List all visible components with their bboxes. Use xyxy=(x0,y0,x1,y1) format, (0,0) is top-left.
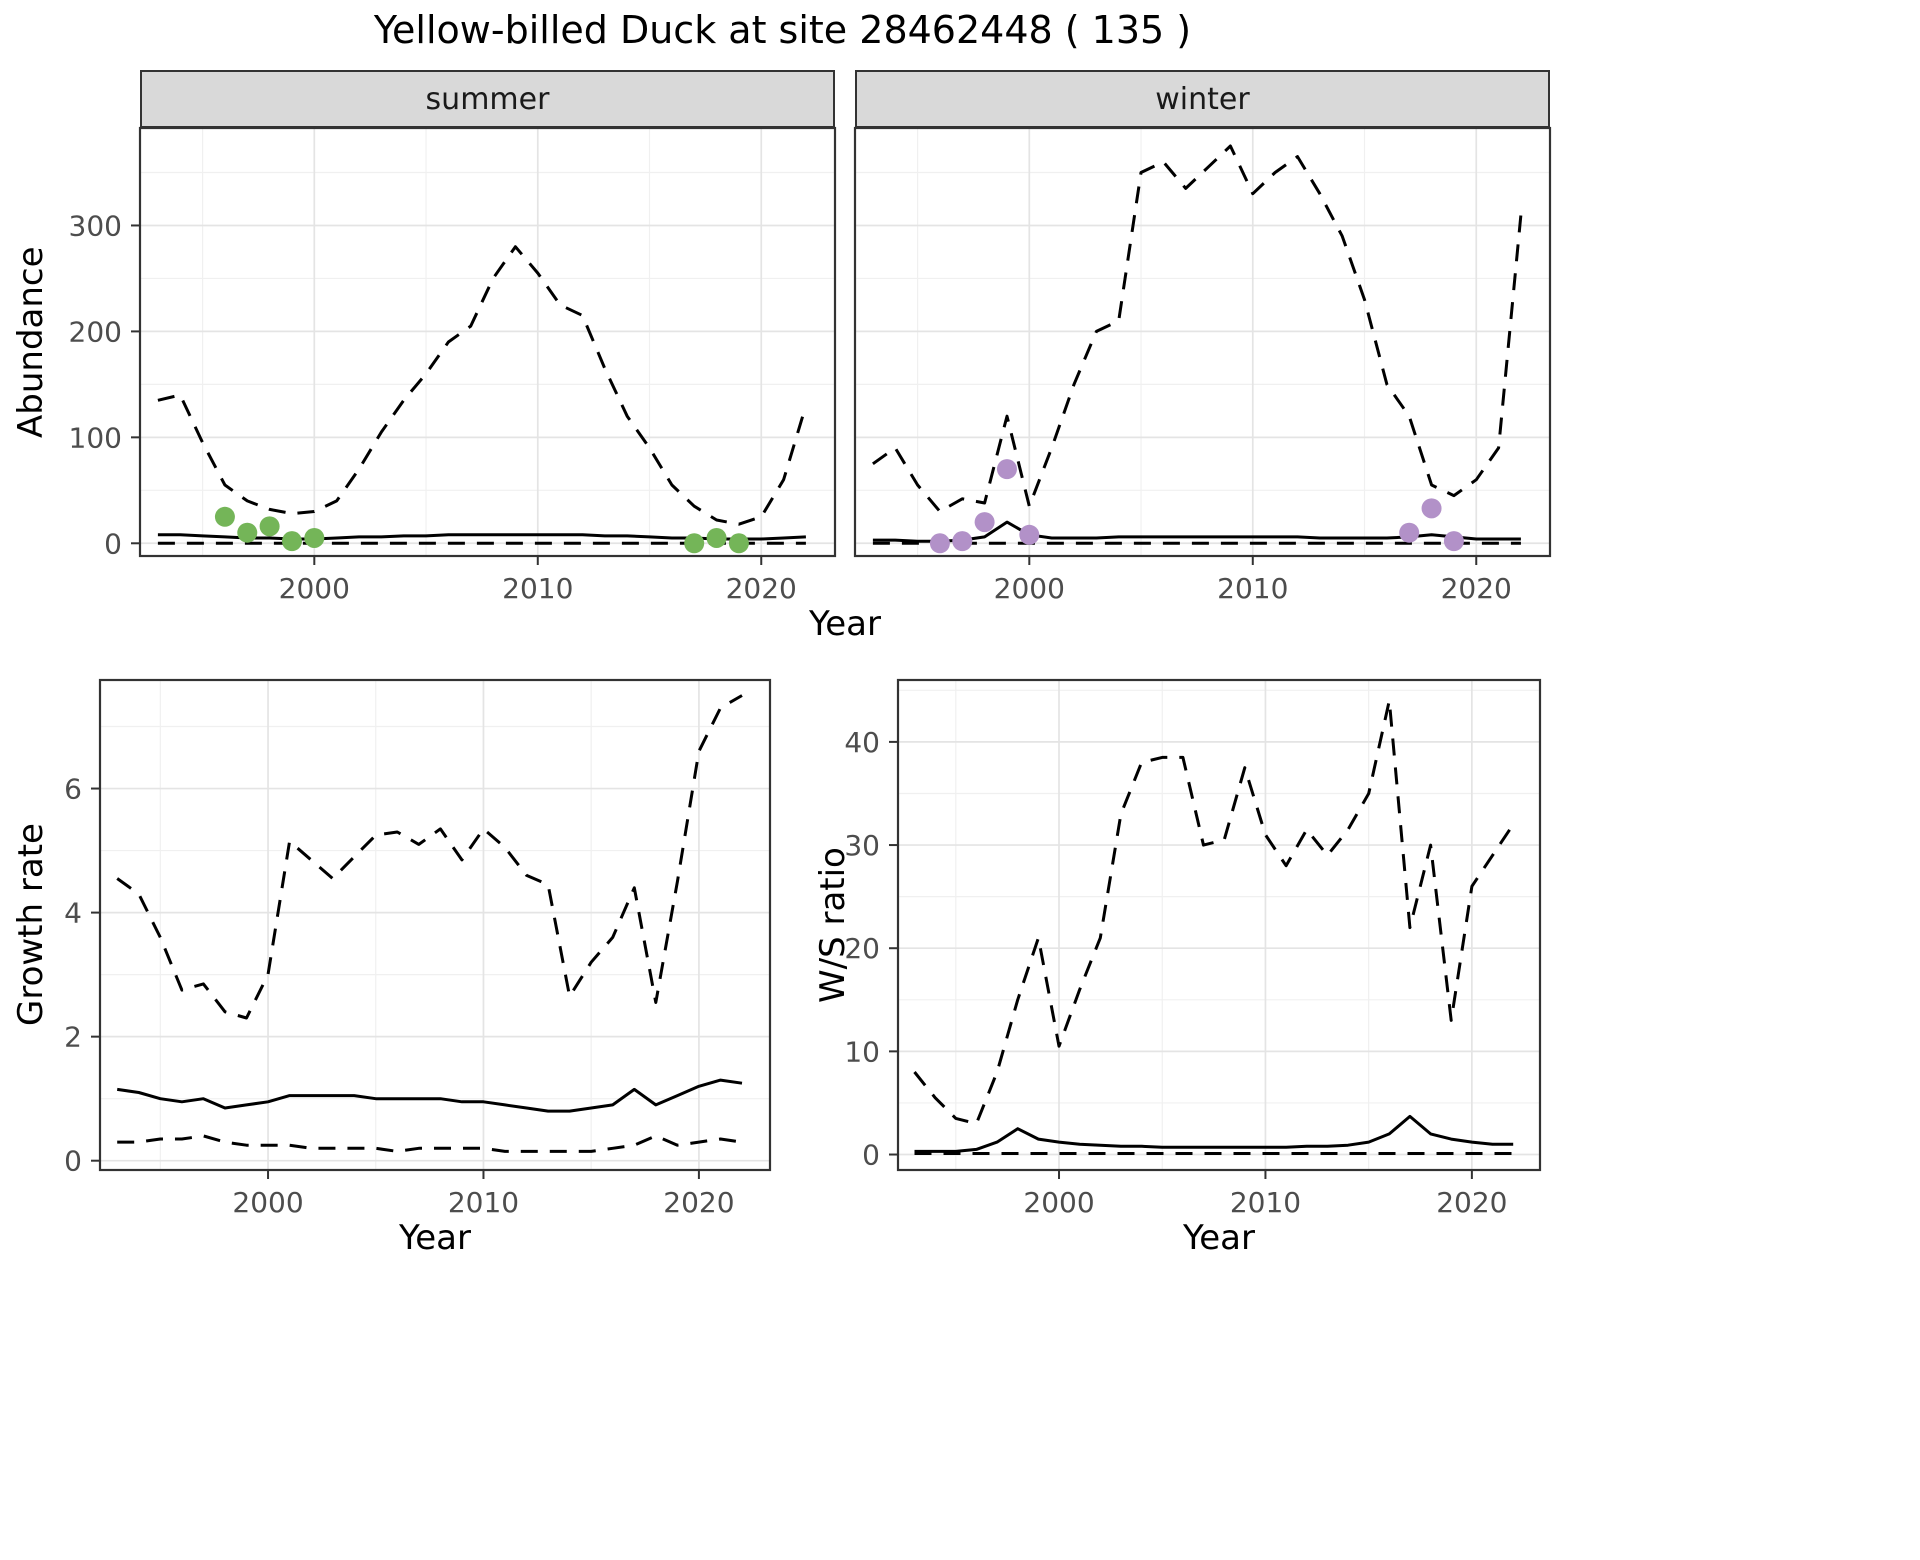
y-tick-label: 4 xyxy=(64,897,82,930)
series-median xyxy=(116,1078,743,1113)
panel-border xyxy=(138,126,837,558)
series-upper-ci xyxy=(157,245,808,526)
x-axis-label-abundance: Year xyxy=(809,604,881,644)
panel-abundance-summer: 2000 2010 2020 0 100 200 300 xyxy=(69,126,837,605)
x-tick-label: 2020 xyxy=(1441,572,1512,605)
x-tick-label: 2020 xyxy=(1436,1186,1507,1219)
data-point-observed-summer xyxy=(706,527,727,548)
data-point-observed-summer xyxy=(684,533,705,554)
data-point-observed-summer xyxy=(214,506,235,527)
facet-strip-winter-label: winter xyxy=(1155,81,1250,117)
data-point-observed-winter xyxy=(1443,531,1464,552)
x-tick-label: 2010 xyxy=(1217,572,1288,605)
x-tick-label: 2000 xyxy=(279,572,350,605)
x-axis-label-growth-rate: Year xyxy=(399,1218,471,1258)
y-tick-label: 40 xyxy=(844,726,880,759)
y-tick-label: 0 xyxy=(64,1145,82,1178)
x-tick-label: 2010 xyxy=(502,572,573,605)
x-tick-label: 2000 xyxy=(1023,1186,1094,1219)
data-point-observed-summer xyxy=(304,527,325,548)
y-tick-label: 20 xyxy=(844,932,880,965)
x-axis-label-ws-ratio: Year xyxy=(1183,1218,1255,1258)
data-point-observed-summer xyxy=(728,533,749,554)
x-tick-label: 2000 xyxy=(994,572,1065,605)
y-tick-label: 6 xyxy=(64,773,82,806)
y-tick-label: 300 xyxy=(69,209,122,242)
y-tick-label: 200 xyxy=(69,315,122,348)
series-upper-ci xyxy=(913,699,1515,1126)
data-point-observed-winter xyxy=(929,533,950,554)
series-lower-ci xyxy=(117,1134,743,1153)
panel-border xyxy=(896,678,1542,1172)
x-tick-label: 2020 xyxy=(663,1186,734,1219)
panel-background xyxy=(898,680,1540,1170)
data-point-observed-winter xyxy=(1399,522,1420,543)
y-tick-label: 10 xyxy=(844,1035,880,1068)
data-point-observed-winter xyxy=(952,531,973,552)
y-tick-label: 100 xyxy=(69,421,122,454)
panel-abundance-winter: 2000 2010 2020 xyxy=(853,126,1552,605)
data-point-observed-winter xyxy=(1421,498,1442,519)
data-point-observed-summer xyxy=(237,522,258,543)
data-point-observed-winter xyxy=(1019,524,1040,545)
panel-ws-ratio: 2000 2010 2020 0 10 20 30 40 xyxy=(844,678,1542,1219)
series-upper-ci xyxy=(872,144,1523,513)
y-tick-label: 30 xyxy=(844,829,880,862)
panel-background xyxy=(855,128,1550,556)
series-median xyxy=(914,1114,1514,1153)
y-tick-label: 0 xyxy=(862,1139,880,1172)
data-point-observed-summer xyxy=(281,531,302,552)
panel-border xyxy=(98,678,772,1172)
x-tick-label: 2000 xyxy=(232,1186,303,1219)
y-tick-label: 0 xyxy=(104,527,122,560)
x-tick-label: 2020 xyxy=(726,572,797,605)
facet-strip-summer-label: summer xyxy=(425,81,550,117)
series-upper-ci xyxy=(116,694,743,1020)
panel-growth-rate: 2000 2010 2020 0 2 4 6 xyxy=(64,678,772,1219)
panel-background xyxy=(100,680,770,1170)
panel-border xyxy=(853,126,1552,558)
x-tick-label: 2010 xyxy=(448,1186,519,1219)
panel-background xyxy=(140,128,835,556)
facet-strip-winter: winter xyxy=(855,70,1550,128)
data-point-observed-winter xyxy=(974,512,995,533)
facet-strip-summer: summer xyxy=(140,70,835,128)
data-point-observed-winter xyxy=(996,459,1017,480)
y-tick-label: 2 xyxy=(64,1021,82,1054)
x-tick-label: 2010 xyxy=(1230,1186,1301,1219)
figure-title: Yellow-billed Duck at site 28462448 ( 13… xyxy=(373,8,1192,52)
data-point-observed-summer xyxy=(259,516,280,537)
